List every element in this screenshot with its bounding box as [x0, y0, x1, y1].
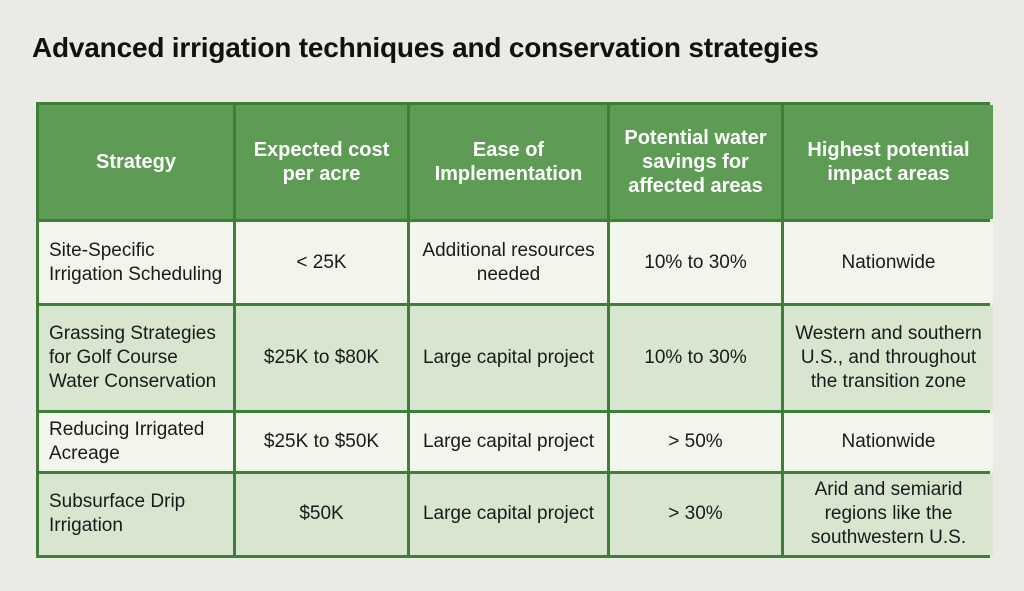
cell-cost: $50K	[236, 473, 407, 555]
cell-ease: Large capital project	[410, 413, 607, 471]
cell-strategy: Grassing Strategies for Golf Course Wate…	[39, 306, 233, 411]
header-ease: Ease of Implementation	[410, 105, 607, 219]
cell-cost: $25K to $80K	[236, 306, 407, 411]
cell-savings: 10% to 30%	[610, 222, 781, 303]
cell-impact: Western and southern U.S., and throughou…	[784, 306, 993, 411]
page-title: Advanced irrigation techniques and conse…	[32, 32, 819, 63]
cell-strategy: Subsurface Drip Irrigation	[39, 473, 233, 555]
cell-impact: Nationwide	[784, 413, 993, 471]
cell-savings: 10% to 30%	[610, 306, 781, 411]
cell-cost: < 25K	[236, 222, 407, 303]
table-row: Subsurface Drip Irrigation $50K Large ca…	[39, 473, 993, 555]
cell-impact: Nationwide	[784, 222, 993, 303]
header-impact: Highest potential impact areas	[784, 105, 993, 219]
cell-strategy: Site-Specific Irrigation Scheduling	[39, 222, 233, 303]
table-row: Site-Specific Irrigation Scheduling < 25…	[39, 222, 993, 303]
header-strategy: Strategy	[39, 105, 233, 219]
cell-savings: > 30%	[610, 473, 781, 555]
cell-cost: $25K to $50K	[236, 413, 407, 471]
cell-ease: Additional resources needed	[410, 222, 607, 303]
strategies-table: Strategy Expected cost per acre Ease of …	[36, 102, 993, 558]
cell-impact: Arid and semiarid regions like the south…	[784, 473, 993, 555]
table-row: Grassing Strategies for Golf Course Wate…	[39, 306, 993, 411]
table-row: Reducing Irrigated Acreage $25K to $50K …	[39, 413, 993, 471]
header-cost: Expected cost per acre	[236, 105, 407, 219]
table-header-row: Strategy Expected cost per acre Ease of …	[39, 105, 993, 219]
cell-ease: Large capital project	[410, 306, 607, 411]
cell-savings: > 50%	[610, 413, 781, 471]
cell-ease: Large capital project	[410, 473, 607, 555]
cell-strategy: Reducing Irrigated Acreage	[39, 413, 233, 471]
header-savings: Potential water savings for affected are…	[610, 105, 781, 219]
